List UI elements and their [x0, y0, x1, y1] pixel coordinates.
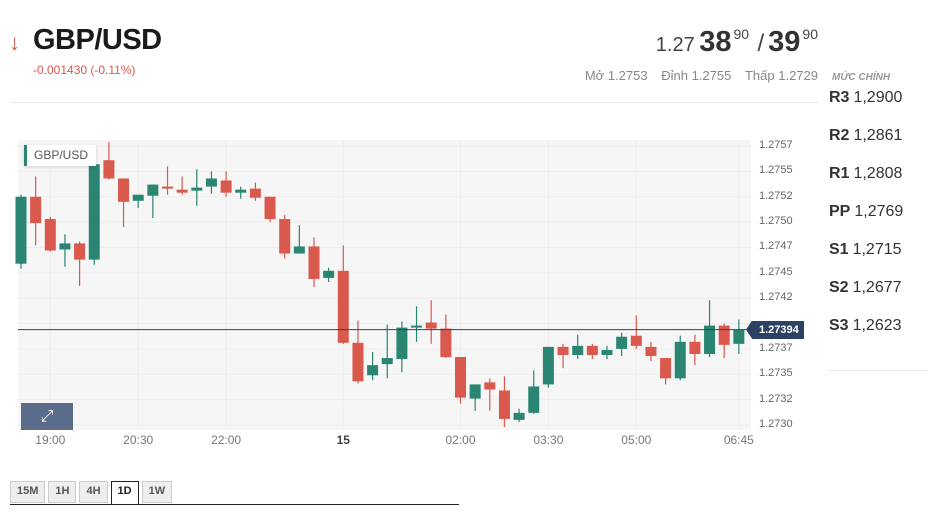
pivot-value: 1,2677: [852, 279, 902, 296]
y-tick-label: 1.2730: [759, 418, 793, 430]
low-value: 1.2729: [778, 68, 818, 83]
y-tick-label: 1.2745: [759, 265, 793, 278]
price-separator: /: [757, 30, 765, 57]
high-label: Đỉnh: [661, 68, 688, 83]
timeframe-tabs: 15M 1H 4H 1D 1W: [10, 481, 173, 505]
y-tick-label: 1.2742: [759, 291, 793, 304]
bid-ask-price: 1.27 38 90 /39 90: [656, 26, 818, 59]
pivot-name: S2: [829, 279, 849, 296]
pivot-r1: R1 1,2808: [829, 165, 902, 183]
y-tick-label: 1.2750: [759, 215, 793, 228]
pivot-name: R3: [829, 89, 850, 106]
pivot-s1: S1 1,2715: [829, 241, 902, 259]
pivot-value: 1,2900: [853, 89, 903, 106]
y-tick-label: 1.2752: [759, 189, 793, 202]
price-change: -0.001430 (-0.11%): [33, 63, 136, 77]
tab-15m[interactable]: 15M: [10, 481, 46, 503]
tab-1h[interactable]: 1H: [48, 481, 77, 503]
divider: [10, 102, 818, 103]
tab-1d[interactable]: 1D: [110, 481, 139, 505]
bid-big: 38: [699, 26, 732, 58]
tab-4h[interactable]: 4H: [79, 481, 108, 503]
x-tick-label: 22:00: [211, 433, 242, 447]
high-value: 1.2755: [691, 68, 732, 83]
pivot-r2: R2 1,2861: [829, 127, 902, 145]
x-tick-label: 03:30: [533, 433, 564, 447]
y-tick-label: 1.2735: [759, 367, 793, 380]
pivot-value: 1,2623: [852, 317, 902, 334]
y-tick-label: 1.2757: [759, 139, 793, 151]
tabs-underline: [10, 504, 459, 505]
chart-legend: GBP/USD: [24, 145, 97, 166]
pivot-name: R2: [829, 127, 850, 144]
expand-arrows-icon[interactable]: ⤢: [21, 403, 73, 430]
pivot-name: R1: [829, 165, 850, 182]
y-tick-label: 1.2755: [759, 164, 793, 177]
tab-1w[interactable]: 1W: [141, 481, 173, 503]
current-price-label: 1.27394: [752, 321, 804, 339]
chart-plot-area[interactable]: [18, 140, 751, 430]
x-tick-label: 02:00: [445, 433, 476, 447]
price-prefix: 1.27: [655, 34, 695, 56]
pivot-name: PP: [829, 203, 851, 220]
pivot-value: 1,2769: [854, 203, 904, 220]
x-tick-label: 05:00: [621, 433, 652, 447]
ohl-stats: Mở 1.2753 Đỉnh 1.2755 Thấp 1.2729: [575, 68, 818, 83]
pivot-value: 1,2861: [853, 127, 903, 144]
ask-big: 39: [768, 26, 801, 58]
pivot-name: S3: [829, 317, 849, 334]
ask-small: 90: [802, 26, 818, 42]
low-label: Thấp: [744, 68, 775, 83]
pivot-pp: PP 1,2769: [829, 203, 903, 221]
bid-small: 90: [733, 26, 750, 42]
x-tick-label: 06:45: [723, 433, 754, 447]
divider: [828, 370, 928, 371]
pivot-s2: S2 1,2677: [829, 279, 902, 297]
open-value: 1.2753: [607, 68, 648, 83]
pivot-value: 1,2808: [853, 165, 903, 182]
y-tick-label: 1.2737: [759, 341, 793, 354]
x-tick-label: 20:30: [123, 433, 154, 447]
pivot-s3: S3 1,2623: [829, 317, 902, 335]
x-tick-label: 15: [336, 433, 350, 447]
y-tick-label: 1.2732: [759, 392, 793, 405]
open-label: Mở: [584, 68, 605, 83]
y-tick-label: 1.2747: [759, 240, 793, 253]
pivot-name: S1: [829, 241, 849, 258]
pair-title: GBP/USD: [33, 24, 162, 56]
x-tick-label: 19:00: [35, 433, 66, 447]
pivot-value: 1,2715: [852, 241, 902, 258]
pivot-title: MỨC CHÍNH: [832, 72, 891, 83]
arrow-down-icon: ↓: [9, 30, 20, 55]
pivot-r3: R3 1,2900: [829, 89, 902, 107]
